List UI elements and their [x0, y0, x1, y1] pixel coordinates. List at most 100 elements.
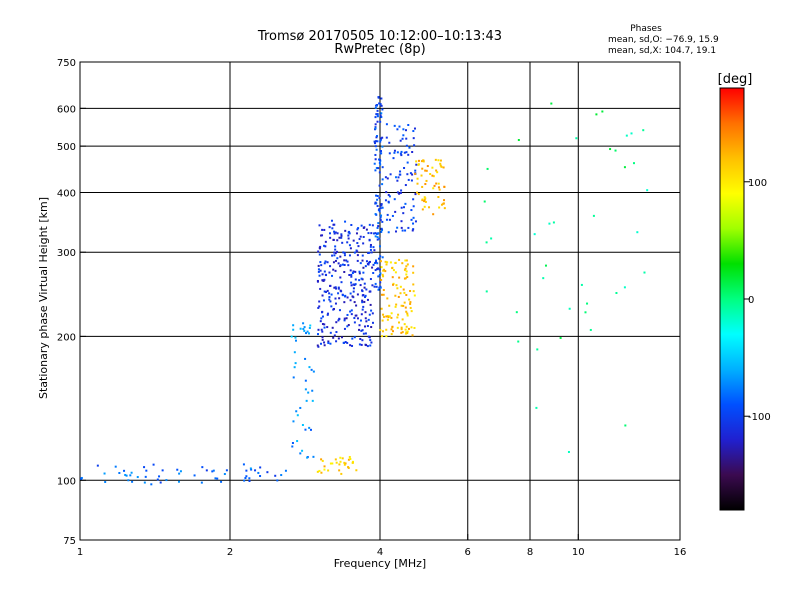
data-point [409, 306, 412, 309]
data-point [404, 267, 407, 270]
data-point [326, 312, 329, 315]
data-point [380, 116, 383, 119]
data-point [377, 288, 380, 291]
data-point [327, 469, 330, 472]
data-point [415, 160, 418, 163]
data-point [365, 288, 368, 291]
data-point [416, 177, 419, 180]
data-point [380, 307, 383, 310]
data-point [360, 224, 363, 227]
data-point [412, 205, 415, 208]
data-point [344, 295, 347, 298]
data-point [369, 303, 372, 306]
data-point [242, 463, 245, 466]
data-point [320, 471, 323, 474]
data-point [412, 265, 415, 268]
data-point [329, 236, 332, 239]
data-point [381, 206, 384, 209]
x-tick-label: 2 [227, 547, 233, 558]
y-tick-label: 100 [57, 476, 76, 487]
data-point [438, 206, 441, 209]
data-point [408, 146, 411, 149]
phases-heading: Phases [630, 24, 662, 34]
data-point [535, 406, 538, 409]
data-point [359, 337, 362, 340]
data-point [424, 169, 427, 172]
data-point [259, 475, 262, 478]
data-point [365, 344, 368, 347]
data-point [542, 277, 545, 280]
data-point [625, 134, 628, 137]
data-point [432, 175, 435, 178]
y-tick-label: 750 [57, 58, 76, 69]
data-point [439, 164, 442, 167]
data-point [348, 230, 351, 233]
data-point [399, 173, 402, 176]
data-point [341, 263, 344, 266]
data-point [410, 310, 413, 313]
data-point [389, 261, 392, 264]
data-point [409, 172, 412, 175]
data-point [398, 125, 401, 128]
data-point [390, 333, 393, 336]
data-point [369, 339, 372, 342]
data-point [414, 220, 417, 223]
data-point [244, 477, 247, 480]
data-point [374, 116, 377, 119]
data-point [321, 330, 324, 333]
data-point [392, 283, 395, 286]
data-point [377, 275, 380, 278]
data-point [103, 472, 106, 475]
data-point [306, 330, 309, 333]
data-point [129, 474, 132, 477]
data-point [381, 273, 384, 276]
data-point [624, 424, 627, 427]
data-point [361, 339, 364, 342]
data-point [322, 299, 325, 302]
data-point [374, 126, 377, 129]
data-point [575, 137, 578, 140]
data-point [440, 165, 443, 168]
data-point [374, 142, 377, 145]
data-point [323, 465, 326, 468]
data-point [397, 321, 400, 324]
data-point [422, 159, 425, 162]
data-point [414, 193, 417, 196]
data-point [335, 340, 338, 343]
data-point [376, 205, 379, 208]
data-point [317, 306, 320, 309]
data-point [352, 290, 355, 293]
data-point [360, 313, 363, 316]
data-point [403, 323, 406, 326]
data-point [320, 328, 323, 331]
x-tick-label: 1 [77, 547, 83, 558]
data-point [309, 428, 312, 431]
data-point [399, 152, 402, 155]
data-point [382, 293, 385, 296]
data-point [341, 241, 344, 244]
data-point [352, 239, 355, 242]
data-point [388, 218, 391, 221]
data-point [379, 103, 382, 106]
data-point [351, 295, 354, 298]
data-point [369, 278, 372, 281]
data-point [156, 478, 159, 481]
data-point [380, 266, 383, 269]
data-point [413, 144, 416, 147]
chart-subtitle: RwPretec (8p) [334, 42, 425, 57]
data-point [376, 195, 379, 198]
data-point [145, 469, 148, 472]
colorbar-ticks: -100 0 100 [744, 178, 771, 423]
data-point [321, 323, 324, 326]
data-point [402, 288, 405, 291]
data-point [548, 222, 551, 225]
data-point [333, 230, 336, 233]
data-point [334, 252, 337, 255]
data-point [305, 399, 308, 402]
data-point [376, 109, 379, 112]
data-point [378, 102, 381, 105]
data-point [343, 463, 346, 466]
data-point [632, 162, 635, 165]
data-point [391, 276, 394, 279]
data-point [381, 220, 384, 223]
